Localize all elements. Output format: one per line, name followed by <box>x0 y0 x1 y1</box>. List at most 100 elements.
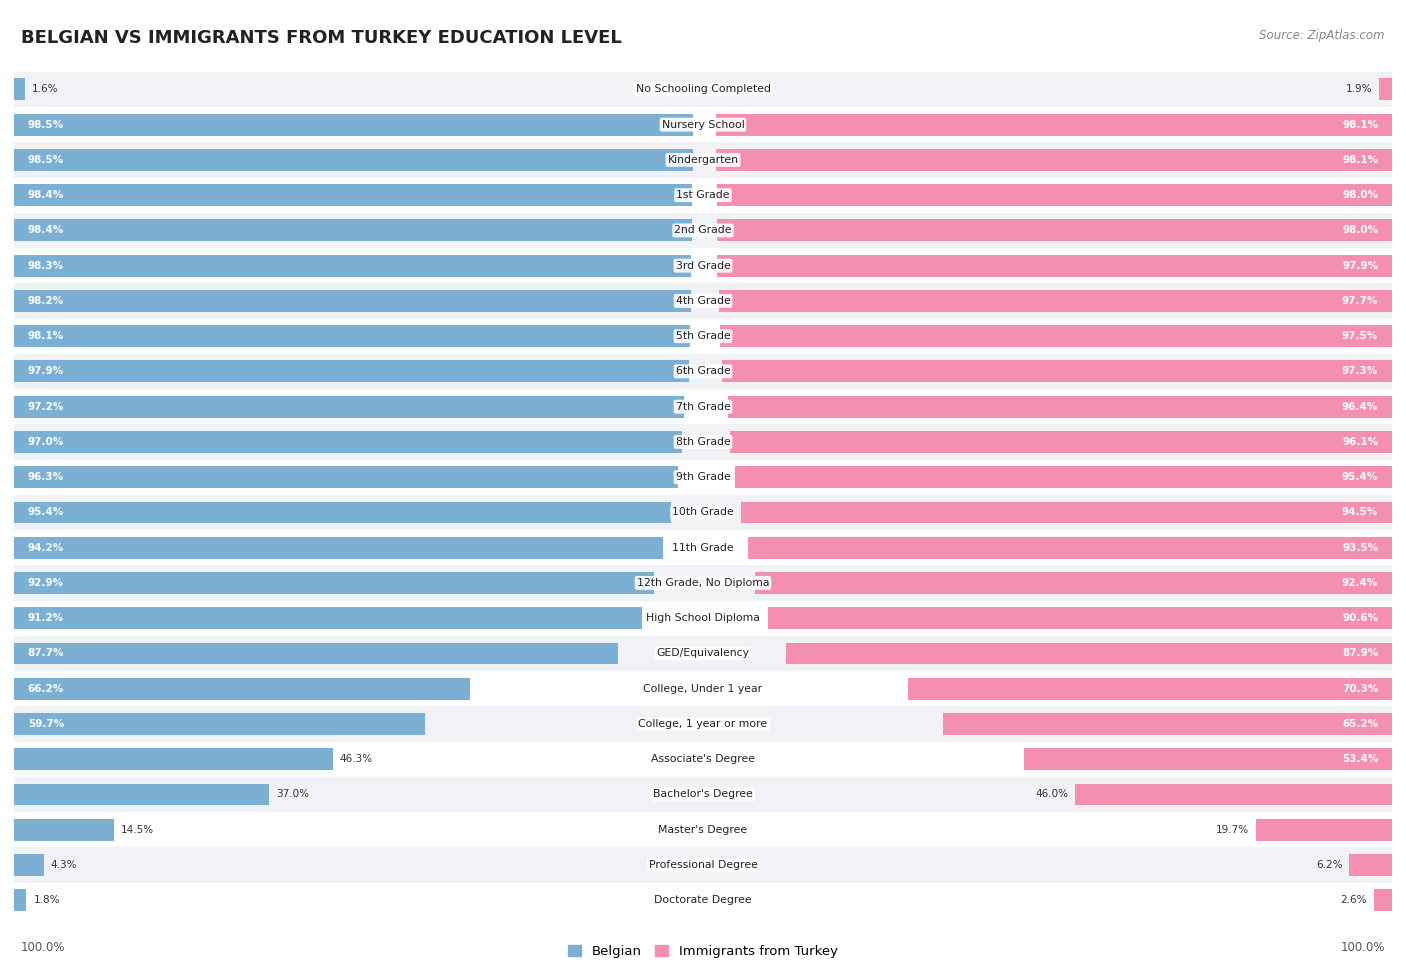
Bar <box>1256 819 1392 840</box>
Bar <box>14 812 1392 847</box>
Bar <box>1076 784 1392 805</box>
Bar <box>14 248 1392 284</box>
Text: 5th Grade: 5th Grade <box>676 332 730 341</box>
Bar <box>14 847 1392 882</box>
Text: 91.2%: 91.2% <box>28 613 63 623</box>
Text: 87.7%: 87.7% <box>28 648 65 658</box>
Bar <box>14 572 654 594</box>
Text: 2.6%: 2.6% <box>1341 895 1367 905</box>
Bar <box>14 713 426 735</box>
Text: BELGIAN VS IMMIGRANTS FROM TURKEY EDUCATION LEVEL: BELGIAN VS IMMIGRANTS FROM TURKEY EDUCAT… <box>21 29 621 47</box>
Bar <box>14 671 1392 706</box>
Text: 98.1%: 98.1% <box>28 332 63 341</box>
Text: Doctorate Degree: Doctorate Degree <box>654 895 752 905</box>
Text: 97.0%: 97.0% <box>28 437 65 447</box>
Bar <box>14 495 1392 530</box>
Text: 70.3%: 70.3% <box>1341 683 1378 693</box>
Text: No Schooling Completed: No Schooling Completed <box>636 85 770 95</box>
Bar <box>14 284 1392 319</box>
Text: 100.0%: 100.0% <box>1340 941 1385 954</box>
Text: 94.2%: 94.2% <box>28 543 65 553</box>
Text: Nursery School: Nursery School <box>662 120 744 130</box>
Bar <box>14 78 25 100</box>
Bar <box>14 607 643 629</box>
Bar <box>14 601 1392 636</box>
Bar <box>1024 748 1392 770</box>
Legend: Belgian, Immigrants from Turkey: Belgian, Immigrants from Turkey <box>562 940 844 963</box>
Text: 97.2%: 97.2% <box>28 402 65 411</box>
Bar <box>717 219 1392 242</box>
Bar <box>1374 889 1392 912</box>
Bar <box>14 142 1392 177</box>
Text: 94.5%: 94.5% <box>1341 507 1378 518</box>
Bar <box>14 254 692 277</box>
Text: 98.5%: 98.5% <box>28 155 63 165</box>
Text: Bachelor's Degree: Bachelor's Degree <box>652 790 754 799</box>
Bar <box>14 424 1392 459</box>
Bar <box>14 501 671 524</box>
Bar <box>718 290 1392 312</box>
Text: 1.6%: 1.6% <box>32 85 59 95</box>
Text: Professional Degree: Professional Degree <box>648 860 758 870</box>
Bar <box>14 354 1392 389</box>
Text: 4th Grade: 4th Grade <box>676 296 730 306</box>
Bar <box>14 114 693 136</box>
Bar <box>14 537 664 559</box>
Bar <box>14 854 44 876</box>
Text: 66.2%: 66.2% <box>28 683 65 693</box>
Bar <box>14 636 1392 671</box>
Text: 6.2%: 6.2% <box>1316 860 1343 870</box>
Bar <box>14 396 683 417</box>
Text: 9th Grade: 9th Grade <box>676 472 730 483</box>
Text: 46.3%: 46.3% <box>340 755 373 764</box>
Text: Source: ZipAtlas.com: Source: ZipAtlas.com <box>1260 29 1385 42</box>
Bar <box>14 777 1392 812</box>
Text: 97.9%: 97.9% <box>1343 260 1378 271</box>
Text: 14.5%: 14.5% <box>121 825 155 835</box>
Bar <box>14 706 1392 742</box>
Text: 98.2%: 98.2% <box>28 296 63 306</box>
Bar <box>14 361 689 382</box>
Bar <box>768 607 1392 629</box>
Text: High School Diploma: High School Diploma <box>647 613 759 623</box>
Text: 3rd Grade: 3rd Grade <box>675 260 731 271</box>
Text: 12th Grade, No Diploma: 12th Grade, No Diploma <box>637 578 769 588</box>
Bar <box>14 466 678 488</box>
Bar <box>14 742 1392 777</box>
Bar <box>741 501 1392 524</box>
Text: 97.7%: 97.7% <box>1341 296 1378 306</box>
Text: 1.9%: 1.9% <box>1346 85 1372 95</box>
Text: GED/Equivalency: GED/Equivalency <box>657 648 749 658</box>
Text: 97.3%: 97.3% <box>1341 367 1378 376</box>
Text: 96.4%: 96.4% <box>1341 402 1378 411</box>
Bar <box>14 459 1392 495</box>
Text: Master's Degree: Master's Degree <box>658 825 748 835</box>
Text: 97.5%: 97.5% <box>1341 332 1378 341</box>
Text: 53.4%: 53.4% <box>1341 755 1378 764</box>
Bar <box>1379 78 1392 100</box>
Text: 19.7%: 19.7% <box>1216 825 1250 835</box>
Text: 65.2%: 65.2% <box>1341 719 1378 729</box>
Text: 4.3%: 4.3% <box>51 860 77 870</box>
Text: 6th Grade: 6th Grade <box>676 367 730 376</box>
Bar <box>14 319 1392 354</box>
Bar <box>14 184 692 206</box>
Bar <box>14 290 690 312</box>
Text: 11th Grade: 11th Grade <box>672 543 734 553</box>
Text: Associate's Degree: Associate's Degree <box>651 755 755 764</box>
Text: 95.4%: 95.4% <box>28 507 65 518</box>
Text: 7th Grade: 7th Grade <box>676 402 730 411</box>
Bar <box>14 678 470 700</box>
Bar <box>720 326 1392 347</box>
Bar <box>14 643 619 664</box>
Bar <box>716 114 1392 136</box>
Text: 100.0%: 100.0% <box>21 941 66 954</box>
Text: 1st Grade: 1st Grade <box>676 190 730 200</box>
Text: 92.9%: 92.9% <box>28 578 63 588</box>
Bar <box>730 431 1392 452</box>
Bar <box>721 361 1392 382</box>
Text: 8th Grade: 8th Grade <box>676 437 730 447</box>
Bar <box>748 537 1392 559</box>
Bar <box>14 784 269 805</box>
Bar <box>14 326 690 347</box>
